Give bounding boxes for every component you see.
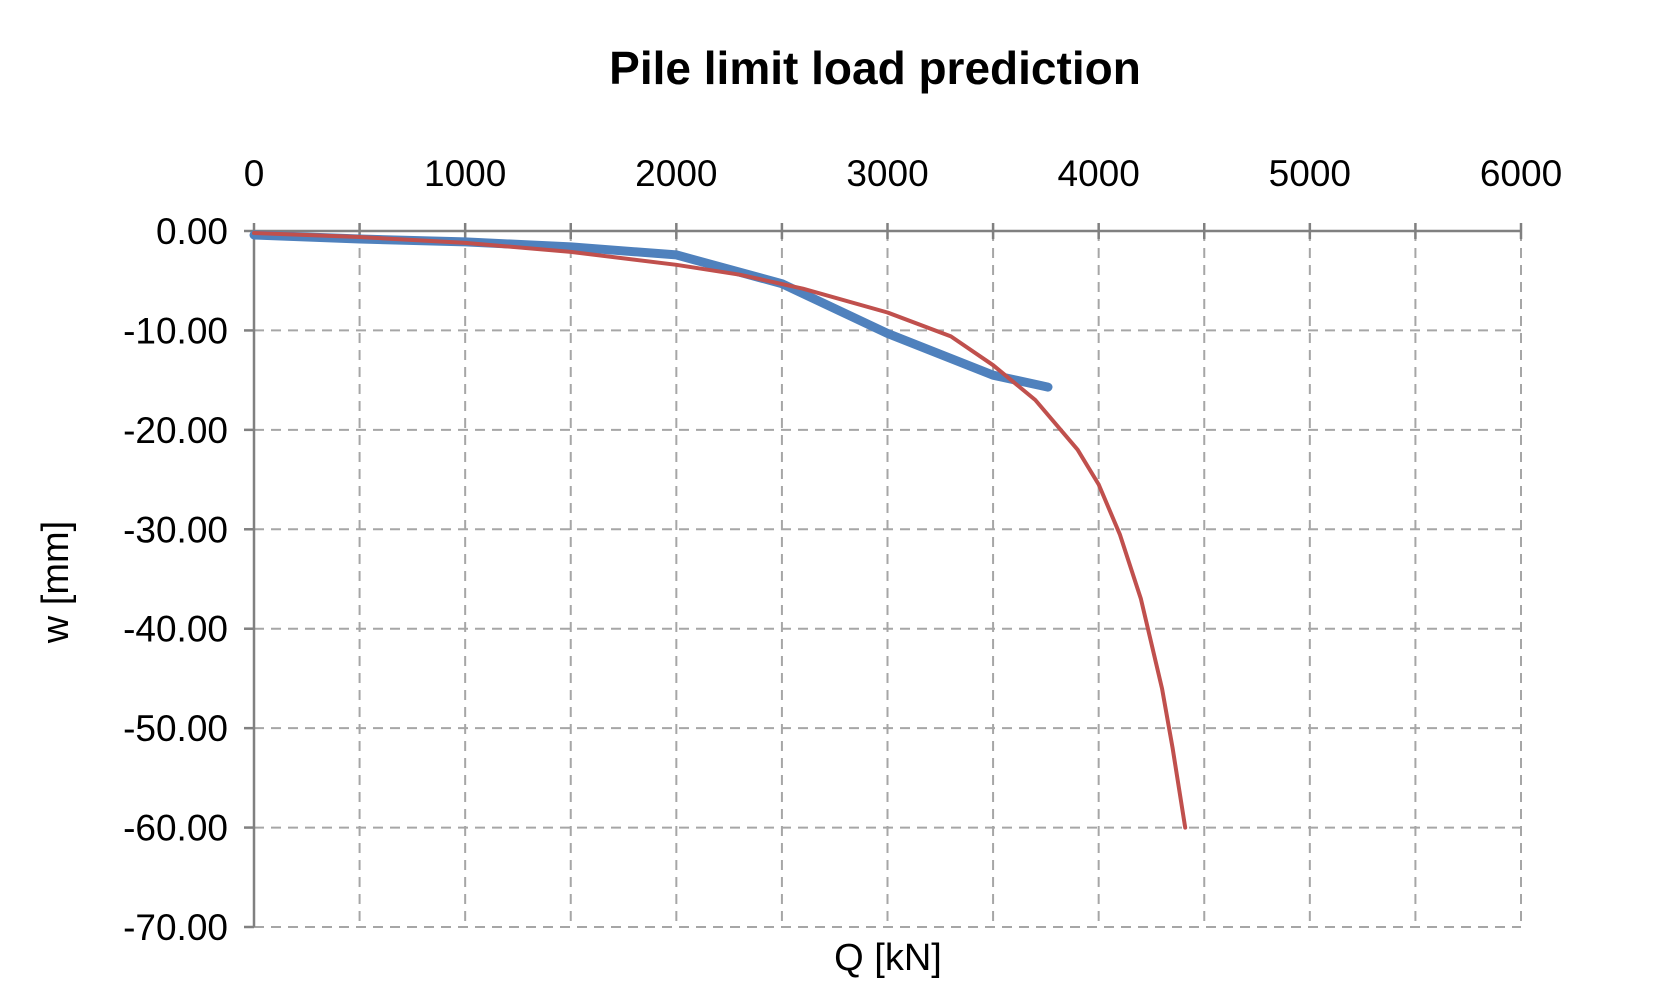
y-tick-label: -30.00 <box>123 509 228 550</box>
y-tick-label: -40.00 <box>123 609 228 650</box>
x-tick-labels: 0 1000 2000 3000 4000 5000 6000 <box>244 153 1562 194</box>
series-line-1 <box>249 230 1053 392</box>
y-tick-label: -70.00 <box>123 907 228 948</box>
x-tick-label: 5000 <box>1269 153 1351 194</box>
grid <box>254 231 1522 928</box>
y-tick-label: -10.00 <box>123 310 228 351</box>
x-tick-label: 3000 <box>846 153 928 194</box>
y-tick-label: 0.00 <box>156 211 228 252</box>
x-axis-label: Q [kN] <box>834 937 942 979</box>
x-tick-label: 4000 <box>1058 153 1140 194</box>
x-tick-label: 0 <box>244 153 265 194</box>
x-tick-label: 1000 <box>424 153 506 194</box>
y-tick-label: -20.00 <box>123 410 228 451</box>
x-tick-label: 6000 <box>1480 153 1562 194</box>
axes <box>244 223 1523 929</box>
y-tick-label: -60.00 <box>123 808 228 849</box>
series-line-2 <box>252 231 1188 830</box>
y-tick-label: -50.00 <box>123 708 228 749</box>
chart-title: Pile limit load prediction <box>609 42 1141 94</box>
y-axis-label: w [mm] <box>35 521 77 644</box>
y-tick-labels: 0.00 -10.00 -20.00 -30.00 -40.00 -50.00 -60.00… <box>123 211 228 948</box>
x-tick-label: 2000 <box>635 153 717 194</box>
series <box>249 230 1188 830</box>
